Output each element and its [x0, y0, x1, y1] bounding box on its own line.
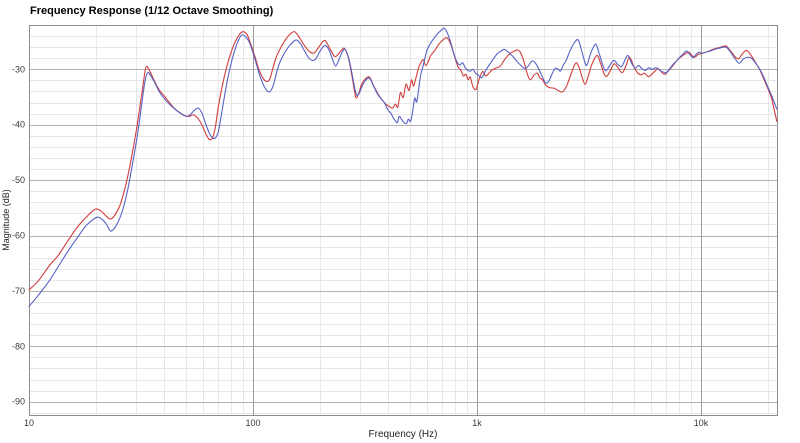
plot-border [29, 25, 778, 416]
y-tick-label: -30 [12, 64, 25, 74]
y-tick-label: -50 [12, 175, 25, 185]
y-tick-label: -70 [12, 286, 25, 296]
x-tick-label: 10 [24, 418, 34, 428]
x-tick-label: 10k [694, 418, 709, 428]
blue-trace [28, 27, 778, 307]
y-tick-label: -40 [12, 120, 25, 130]
chart-title: Frequency Response (1/12 Octave Smoothin… [30, 5, 274, 17]
x-axis-label: Frequency (Hz) [369, 429, 438, 440]
y-tick-label: -60 [12, 231, 25, 241]
x-tick-label: 100 [245, 418, 260, 428]
y-tick-label: -80 [12, 341, 25, 351]
y-tick-label: -90 [12, 397, 25, 407]
red-trace [28, 31, 778, 291]
x-tick-label: 1k [472, 418, 482, 428]
y-axis-label: Magnitude (dB) [1, 189, 11, 251]
